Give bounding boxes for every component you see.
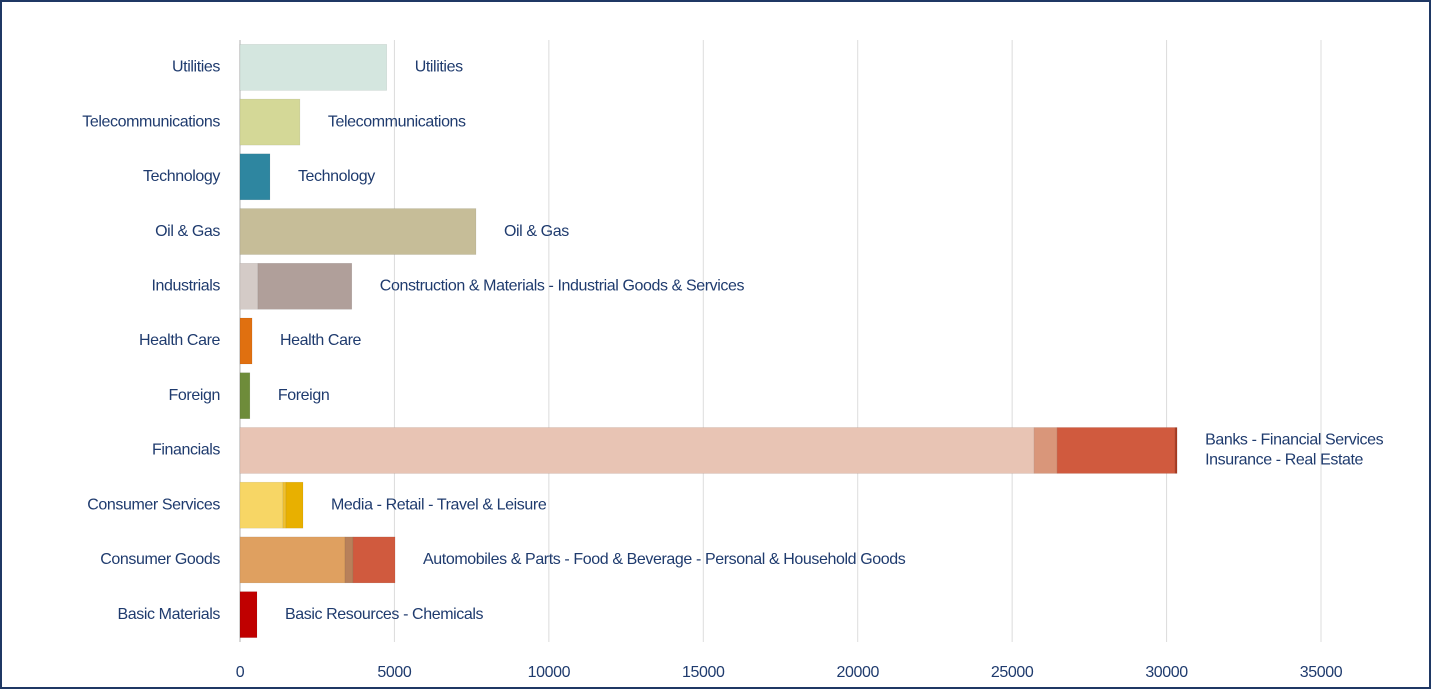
bar-segment — [239, 98, 301, 146]
bar-segment — [1033, 427, 1058, 474]
bar-segment — [239, 591, 258, 638]
bar-label: Banks - Financial Services — [1205, 432, 1384, 449]
bar-segment — [352, 536, 396, 584]
bar-label: Oil & Gas — [504, 223, 569, 240]
bar-label: Media - Retail - Travel & Leisure — [331, 496, 547, 513]
x-tick-label: 0 — [236, 664, 245, 681]
bar-segment — [239, 427, 1035, 474]
bar-segment — [257, 263, 353, 310]
y-tick-label: Consumer Goods — [100, 551, 220, 568]
x-tick-label: 5000 — [377, 664, 411, 681]
bar-segment — [282, 481, 287, 529]
x-tick-label: 30000 — [1145, 664, 1188, 681]
bar-segment — [344, 536, 354, 584]
y-tick-label: Industrials — [151, 277, 220, 294]
y-tick-label: Foreign — [169, 387, 220, 404]
bar-label: Basic Resources - Chemicals — [285, 606, 484, 623]
y-tick-label: Telecommunications — [82, 113, 220, 130]
bar-segment — [239, 372, 251, 419]
y-tick-label: Technology — [143, 168, 220, 185]
bar-segment — [239, 153, 271, 201]
bar-label: Construction & Materials - Industrial Go… — [380, 277, 745, 294]
y-tick-label: Consumer Services — [87, 496, 220, 513]
bar-label: Automobiles & Parts - Food & Beverage - … — [423, 551, 906, 568]
bar-segment — [1056, 427, 1176, 474]
x-tick-label: 15000 — [682, 664, 725, 681]
bar-label: Technology — [298, 168, 375, 185]
y-tick-label: Financials — [152, 442, 220, 459]
bar-segment — [239, 536, 346, 584]
bar-label: Telecommunications — [328, 113, 466, 130]
bar-segment — [239, 44, 387, 91]
x-tick-label: 35000 — [1300, 664, 1343, 681]
bar-segment — [1174, 427, 1178, 474]
x-tick-label: 25000 — [991, 664, 1034, 681]
y-tick-label: Oil & Gas — [155, 223, 220, 240]
bar-label: Insurance - Real Estate — [1205, 452, 1363, 469]
y-tick-label: Health Care — [139, 332, 220, 349]
bar-segment — [285, 481, 304, 529]
bar-segment — [239, 208, 477, 255]
x-tick-label: 10000 — [528, 664, 571, 681]
bar-segment — [239, 481, 284, 529]
y-tick-label: Utilities — [172, 59, 220, 76]
bar-segment — [239, 263, 259, 310]
bar-segment — [239, 317, 253, 365]
bar-label: Foreign — [278, 387, 329, 404]
bar-label: Utilities — [415, 59, 463, 76]
bar-label: Health Care — [280, 332, 361, 349]
x-tick-label: 20000 — [836, 664, 879, 681]
y-tick-label: Basic Materials — [118, 606, 221, 623]
